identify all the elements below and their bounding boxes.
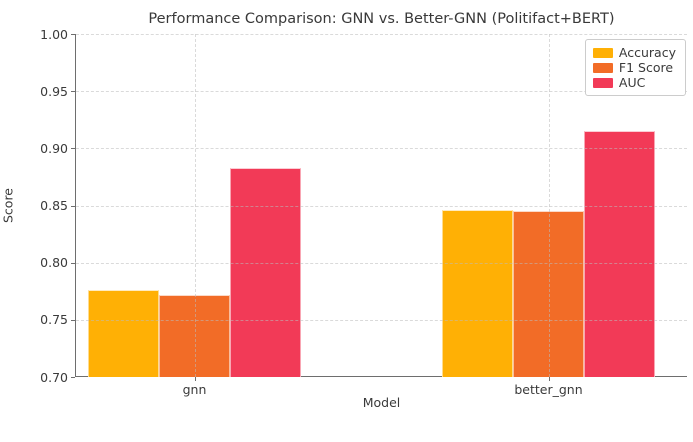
bar-gnn-auc <box>230 167 301 377</box>
bar-better_gnn-f1-score <box>513 211 584 377</box>
legend-item-accuracy: Accuracy <box>592 45 676 60</box>
y-tick-label-0.95: 0.95 <box>40 83 68 99</box>
y-tick-mark-0.80 <box>71 262 75 264</box>
bar-gnn-accuracy <box>88 290 159 377</box>
y-tick-label-0.85: 0.85 <box>40 198 68 213</box>
legend-item-f1-score: F1 Score <box>592 60 676 75</box>
legend-label-accuracy: Accuracy <box>618 45 676 60</box>
legend-swatch-icon-accuracy <box>592 47 613 58</box>
plot-area: Accuracy F1 Score AUC <box>76 34 687 377</box>
y-tick-mark-0.75 <box>71 319 75 321</box>
x-tick-label-better_gnn: better_gnn <box>514 382 583 397</box>
bar-gnn-f1-score <box>159 294 230 377</box>
x-tick-mark-gnn <box>194 377 196 381</box>
legend-label-auc: AUC <box>618 75 646 90</box>
x-tick-label-gnn: gnn <box>182 382 207 397</box>
y-tick-label-0.75: 0.75 <box>40 312 68 328</box>
x-tick-mark-better_gnn <box>548 377 550 381</box>
bar-better_gnn-auc <box>584 131 655 377</box>
legend-item-auc: AUC <box>592 75 676 90</box>
chart-title: Performance Comparison: GNN vs. Better-G… <box>148 11 615 27</box>
x-axis-spine <box>75 376 687 377</box>
y-tick-mark-1.00 <box>71 34 75 35</box>
bar-better_gnn-accuracy <box>442 210 513 377</box>
y-tick-label-0.90: 0.90 <box>40 140 68 156</box>
y-axis-spine <box>75 34 76 377</box>
y-tick-mark-0.95 <box>71 91 75 93</box>
y-tick-label-1.00: 1.00 <box>40 26 68 42</box>
legend-swatch-icon-auc <box>592 77 613 88</box>
y-axis-label: Score <box>0 188 16 224</box>
y-tick-mark-0.70 <box>71 377 75 378</box>
y-tick-label-0.80: 0.80 <box>40 255 68 271</box>
y-tick-mark-0.90 <box>71 148 75 150</box>
x-axis-label: Model <box>362 395 401 410</box>
y-tick-label-0.70: 0.70 <box>40 369 68 385</box>
legend-swatch-icon-f1-score <box>592 62 613 73</box>
legend: Accuracy F1 Score AUC <box>584 39 686 96</box>
y-tick-mark-0.85 <box>71 205 75 207</box>
legend-label-f1-score: F1 Score <box>618 60 674 75</box>
